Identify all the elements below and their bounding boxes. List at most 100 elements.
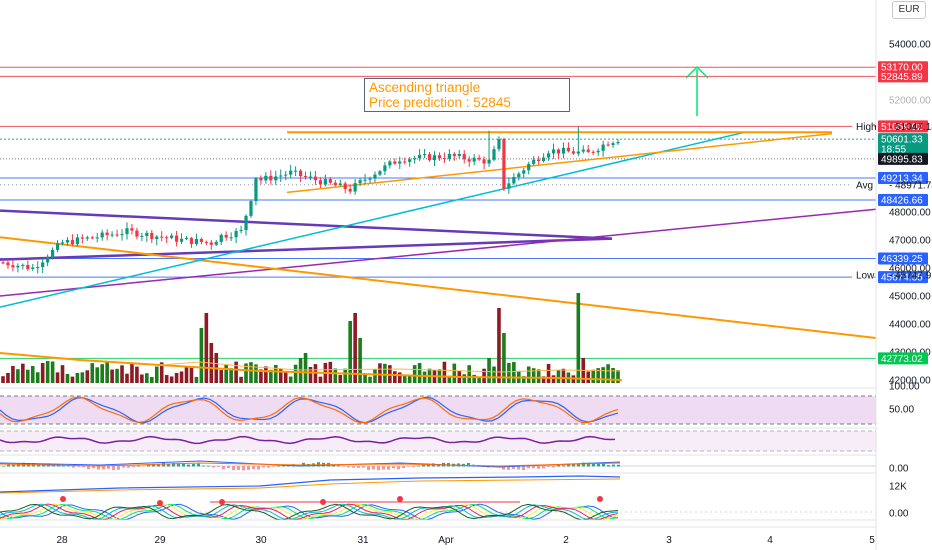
candle-body <box>606 144 610 146</box>
candle-body <box>115 234 119 236</box>
marker-low-value: - 45747.91 <box>889 271 932 282</box>
volume-bar <box>378 363 382 383</box>
price-tick-label: 45000.00 <box>889 292 931 303</box>
macd-bar <box>127 466 130 468</box>
prediction-arrow-head <box>685 65 709 79</box>
macd-bar <box>282 465 285 467</box>
price-tag-label: 51059.02 <box>881 122 923 133</box>
macd-bar <box>527 466 530 469</box>
obv-ma-line <box>0 478 621 494</box>
volume-bar <box>402 375 407 383</box>
volume-bar <box>353 313 357 383</box>
volume-bar <box>224 364 228 383</box>
candle-body <box>21 264 25 266</box>
time-tick-label: 29 <box>154 535 166 546</box>
macd-bar <box>367 466 370 470</box>
candle-body <box>254 178 258 202</box>
price-tick-label: 52000.00 <box>889 96 931 107</box>
macd-bar <box>232 466 235 471</box>
macd-bar <box>422 464 425 467</box>
candle-body <box>358 180 362 184</box>
macd-bar <box>377 466 380 471</box>
candle-body <box>6 262 10 266</box>
price-tag-label: 42773.02 <box>881 354 923 365</box>
volume-bar <box>110 369 114 383</box>
volume-bar <box>561 368 566 383</box>
macd-bar <box>407 466 410 467</box>
macd-bar <box>582 462 585 467</box>
volume-bar <box>526 366 531 383</box>
volume-bar <box>105 362 109 383</box>
price-tick-label: 42000.00 <box>889 376 931 387</box>
volume-bar <box>1 376 5 383</box>
indicator-tick-label: 0.00 <box>889 509 909 520</box>
price-axis[interactable]: 42000.0043000.0044000.0045000.0046000.00… <box>852 0 932 550</box>
candle-body <box>462 154 466 160</box>
volume-bar <box>417 363 422 383</box>
macd-bar <box>562 465 565 467</box>
volume-bar <box>393 371 397 383</box>
osc-signal-dot <box>60 496 66 502</box>
macd-bar <box>337 465 340 467</box>
price-tick-label: 46000.00 <box>889 264 931 275</box>
volume-bar <box>6 372 10 383</box>
macd-bar <box>252 466 255 470</box>
candle-body <box>398 161 402 164</box>
candle-body <box>447 153 451 159</box>
volume-bar <box>616 370 620 383</box>
candle-body <box>442 158 447 160</box>
candle-body <box>11 265 15 268</box>
volume-bar <box>115 368 119 383</box>
macd-bar <box>347 466 350 468</box>
macd-bar <box>7 464 10 467</box>
candle-body <box>408 159 412 162</box>
volume-bar <box>234 361 238 383</box>
candle-body <box>105 232 109 236</box>
macd-bar <box>567 463 570 467</box>
candle-body <box>95 237 99 239</box>
macd-bar <box>167 464 170 467</box>
volume-bar <box>521 376 526 383</box>
candle-body <box>110 234 114 236</box>
volume-bar <box>70 376 75 383</box>
candle-body <box>616 142 620 144</box>
macd-bar <box>157 464 160 467</box>
volume-bar <box>531 368 536 383</box>
volume-bar <box>601 367 605 383</box>
candle-body <box>31 267 35 269</box>
candle-body <box>467 159 471 162</box>
macd-bar <box>362 466 365 468</box>
volume-bar <box>576 293 581 383</box>
currency-badge[interactable]: EUR <box>892 1 926 19</box>
macd-bar <box>212 466 215 468</box>
volume-bar <box>546 363 551 383</box>
annotation-box[interactable]: Ascending triangle Price prediction : 52… <box>364 78 570 112</box>
candle-body <box>298 170 303 177</box>
volume-bar <box>467 365 472 383</box>
macd-bar <box>117 466 120 470</box>
volume-bar <box>512 362 516 383</box>
time-axis[interactable]: 28 29 30 31 Apr 2 3 4 5 <box>0 526 876 546</box>
candle-body <box>229 237 233 239</box>
price-tag <box>878 252 928 265</box>
candle-body <box>239 230 243 232</box>
candle-body <box>576 151 580 154</box>
macd-bar <box>572 464 575 467</box>
candle-body <box>422 154 427 156</box>
macd-bar <box>107 466 110 469</box>
macd-bar <box>517 466 520 470</box>
candle-body <box>26 264 30 269</box>
candle-body <box>571 151 575 154</box>
candle-body <box>502 139 506 189</box>
candle-body <box>174 235 179 242</box>
macd-bar <box>412 466 415 467</box>
volume-bar <box>55 372 60 383</box>
candle-body <box>581 149 585 152</box>
candle-body <box>219 234 223 242</box>
time-tick-label: 30 <box>255 535 267 546</box>
volume-bar <box>551 375 556 383</box>
volume-bar <box>239 376 243 383</box>
volume-bar <box>591 369 596 383</box>
volume-bar <box>264 366 268 383</box>
